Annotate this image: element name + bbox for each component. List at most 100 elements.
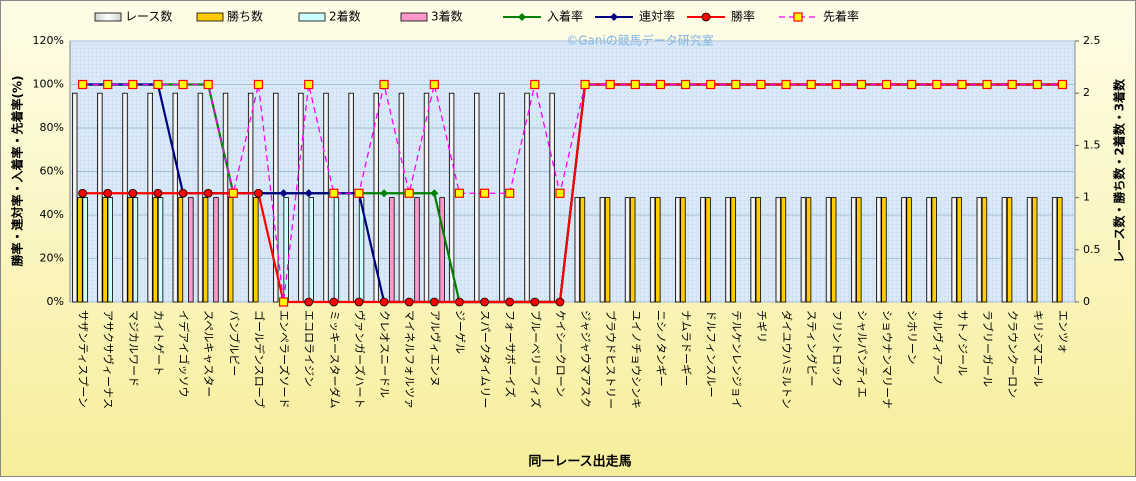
bar [1032,197,1038,303]
marker [701,12,711,22]
marker [178,188,188,198]
bar [825,197,832,303]
bar [323,92,329,303]
bar [549,92,555,303]
marker [518,13,526,21]
marker [354,297,364,307]
bar [202,197,209,303]
y-axis-title: 勝率・連対率・入着率・先着率(%) [10,76,25,267]
marker [77,79,88,90]
marker [430,189,439,198]
marker [630,79,640,90]
x-tick-label: シホリーン [906,310,919,364]
x-tick-label: シャルパンティエ [855,310,868,398]
marker [555,188,565,198]
marker [530,297,540,307]
bar [1026,197,1033,303]
marker [178,79,188,90]
x-tick-label: イデアイゴッソウ [177,310,191,397]
y-tick-label: 20% [40,252,64,265]
marker [128,79,138,90]
bar [680,197,686,303]
bar [579,197,586,303]
bar [876,197,882,303]
bar [414,197,420,303]
x-tick-label: アルヴィエンヌ [428,310,442,387]
legend: レース数 勝ち数 2着数 3着数 入着率 連対率 勝率 先着率 [94,9,859,24]
bar [906,197,912,303]
x-tick-label: フリントロック [830,310,843,387]
bar [102,197,108,303]
marker [254,188,263,198]
bar [675,197,681,303]
marker [404,188,414,198]
bar [147,92,153,303]
x-tick-label: キリシマエール [1031,310,1044,387]
bar [122,92,128,303]
bar [499,92,505,303]
x-tick-label: ダイユウハミルトン [780,310,794,409]
x-tick-label: エンツォ [1056,310,1069,354]
bar [213,197,219,303]
bar [850,197,857,303]
bar [630,197,636,303]
x-tick-label: カイトゲート [152,310,165,376]
x-tick-label: ニシノタンギー [654,310,667,387]
bar [780,197,787,303]
x-tick-label: エンペラーズソード [278,310,292,408]
x-tick-label: アサクサヴィーナス [102,310,116,409]
x-tick-label: マジカルワード [127,310,140,387]
bar [981,197,988,303]
bar [308,197,314,303]
y-tick-label: 60% [40,165,64,178]
marker [505,188,515,198]
marker [203,79,213,90]
legend-label: 2着数 [329,9,361,24]
bar [705,197,711,303]
marker [203,188,213,198]
bar [333,197,340,303]
x-tick-label: クレオスニードル [378,310,391,398]
legend-label: 先着率 [823,9,859,24]
x-tick-label: マイネルフォルツァ [403,310,416,409]
x-tick-label: サザンティスプーン [77,310,90,408]
x-tick-label: ブルーベリーフィズ [529,310,543,408]
bars [72,92,1063,303]
marker [932,79,942,90]
y-tick-label: 120% [33,34,64,47]
x-tick-label: ブラウドヒストリー [604,310,618,409]
lines [77,79,1068,307]
marker [706,79,716,90]
bar [750,197,756,303]
y2-tick-label: 2 [1083,86,1090,99]
x-tick-label: ショウナンマリーナ [881,310,894,409]
line [82,83,1063,303]
marker [279,189,288,198]
bar [730,197,736,303]
bar [604,197,611,303]
marker [756,79,766,90]
marker [881,79,892,90]
x-tick-label: サトノジール [956,310,969,376]
marker [304,297,314,307]
bar [222,92,229,303]
bar [157,197,164,303]
watermark: ©Ganiの競馬データ研究室 [566,33,714,48]
legend-label: 連対率 [639,9,675,24]
legend-swatch [400,12,428,22]
x-tick-label: ドルフィンスルー [705,310,718,398]
y2-tick-label: 1.5 [1083,138,1101,151]
marker [278,297,289,307]
marker [455,297,464,307]
x-tick-label: エコロライジン [303,310,316,387]
grid [70,40,1075,303]
bar [976,197,982,303]
x-tick-label: ナムラドーギー [680,310,693,386]
bar [132,197,139,303]
marker [1007,79,1017,90]
x-tick-label: スティングビー [805,310,819,386]
x-tick-label: ケイシークローン [554,310,567,397]
bar [77,197,83,303]
bar [247,92,254,303]
legend-label: 入着率 [547,9,583,24]
